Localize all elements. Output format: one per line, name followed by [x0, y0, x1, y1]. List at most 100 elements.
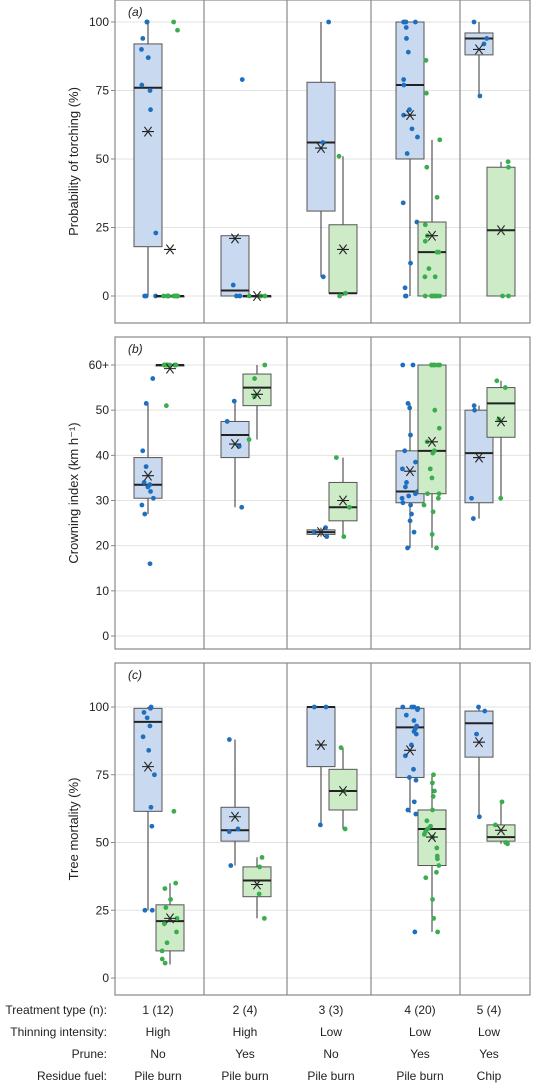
blue-mean-marker	[315, 142, 327, 154]
blue-data-point	[139, 47, 144, 52]
panel-3: 0 25 50 75 100 Tree mortality (%) (c)	[66, 662, 531, 996]
green-data-point	[159, 956, 165, 962]
row-label-residue-fuel: Residue fuel:	[37, 1069, 107, 1083]
blue-data-point	[320, 274, 326, 280]
green-data-point	[506, 293, 511, 299]
green-data-point	[426, 266, 432, 271]
blue-data-point	[474, 731, 479, 737]
treatment-1-fuel: Pile burn	[134, 1069, 181, 1083]
green-data-point	[164, 940, 170, 946]
blue-data-point	[235, 826, 241, 832]
blue-data-point	[477, 93, 483, 99]
blue-box	[220, 420, 250, 459]
green-data-point	[502, 385, 508, 390]
blue-data-point	[413, 777, 419, 783]
green-data-point	[431, 915, 437, 921]
panel-label: (c)	[128, 668, 142, 682]
blue-data-point	[403, 293, 408, 299]
blue-data-point	[148, 489, 153, 494]
treatment-1-prune: No	[150, 1047, 166, 1061]
blue-data-point	[146, 747, 152, 753]
green-box	[328, 481, 358, 522]
blue-data-point	[471, 403, 477, 409]
treatment-2-prune: Yes	[235, 1047, 255, 1061]
green-data-point	[163, 403, 169, 409]
green-data-point	[422, 293, 428, 299]
green-data-point	[505, 159, 511, 165]
green-mean-marker	[495, 825, 507, 836]
blue-data-point	[406, 493, 412, 499]
green-data-point	[436, 491, 442, 497]
blue-data-point	[476, 704, 481, 710]
green-data-point	[161, 293, 166, 299]
green-data-point	[434, 194, 440, 200]
blue-data-point	[226, 829, 232, 835]
panel-frame	[114, 0, 531, 324]
green-data-point	[431, 362, 437, 368]
green-data-point	[499, 799, 505, 805]
green-data-point	[246, 293, 252, 299]
blue-data-point	[140, 448, 146, 454]
blue-data-point	[145, 484, 151, 490]
green-mean-marker	[164, 913, 176, 924]
green-data-point	[256, 891, 262, 897]
green-data-point	[429, 531, 435, 537]
y-tick-label: 10	[96, 584, 110, 598]
blue-data-point	[409, 511, 414, 517]
blue-mean-marker	[142, 470, 154, 481]
green-data-point	[159, 948, 165, 954]
green-data-point	[165, 293, 171, 299]
blue-mean-marker	[473, 737, 485, 748]
panel-label: (b)	[128, 342, 143, 356]
blue-data-point	[405, 400, 411, 406]
green-data-point	[163, 905, 169, 910]
green-data-point	[430, 897, 435, 902]
blue-data-point	[413, 731, 419, 737]
blue-data-point	[400, 500, 406, 506]
green-data-point	[422, 274, 428, 280]
blue-data-point	[407, 775, 412, 780]
green-data-point	[425, 491, 430, 497]
blue-data-point	[311, 529, 317, 535]
green-data-point	[171, 19, 177, 25]
treatment-table: Treatment type (n): Thinning intensity: …	[5, 1003, 501, 1083]
blue-mean-marker	[473, 452, 485, 463]
green-data-point	[342, 826, 348, 832]
green-data-point	[259, 855, 265, 860]
green-data-point	[429, 293, 434, 299]
blue-mean-marker	[142, 761, 154, 772]
green-data-point	[424, 818, 430, 824]
green-data-point	[506, 164, 511, 170]
green-data-point	[427, 466, 433, 472]
blue-data-point	[237, 293, 243, 299]
blue-data-point	[410, 362, 416, 368]
blue-data-point	[326, 19, 332, 25]
green-data-point	[500, 293, 505, 299]
green-data-point	[174, 915, 180, 921]
green-data-point	[337, 293, 343, 299]
blue-data-point	[148, 705, 153, 711]
treatment-5-fuel: Chip	[477, 1069, 502, 1083]
y-tick-label: 0	[102, 629, 109, 643]
blue-data-point	[400, 200, 406, 206]
blue-data-point	[239, 504, 245, 510]
green-data-point	[424, 164, 430, 170]
green-box	[155, 904, 185, 952]
green-box	[242, 866, 272, 898]
green-data-point	[162, 960, 168, 966]
blue-mean-marker	[473, 44, 485, 55]
blue-data-point	[226, 737, 232, 742]
blue-data-point	[409, 126, 415, 132]
y-tick-label: 0	[102, 971, 109, 985]
blue-data-point	[411, 799, 417, 805]
green-mean-marker	[251, 290, 263, 302]
green-data-point	[171, 293, 177, 299]
blue-data-point	[317, 822, 323, 828]
blue-data-point	[412, 929, 418, 935]
blue-data-point	[153, 230, 159, 236]
blue-mean-marker	[404, 745, 416, 756]
treatment-1-thinning: High	[146, 1025, 171, 1039]
green-data-point	[257, 864, 263, 870]
blue-data-point	[401, 82, 407, 88]
